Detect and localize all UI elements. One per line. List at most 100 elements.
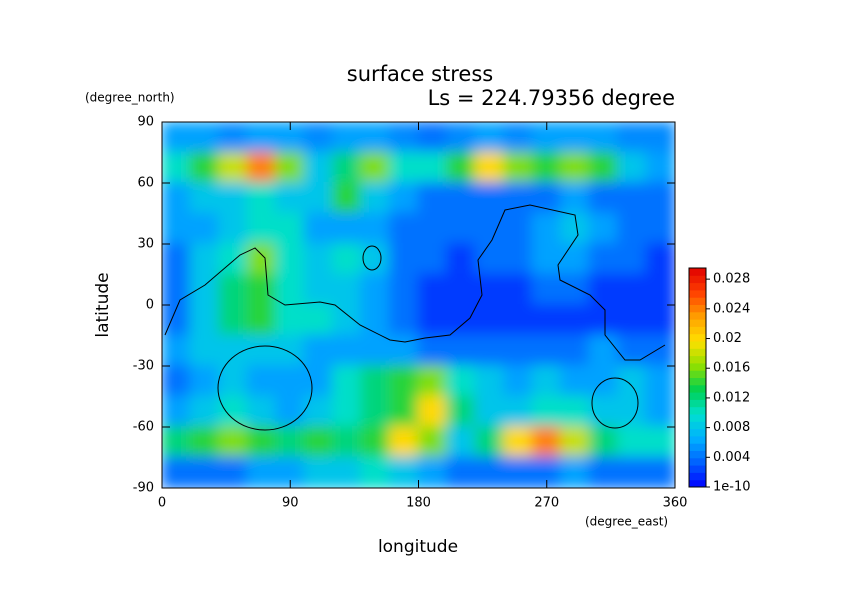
heat-cell [531, 395, 562, 428]
heat-cell [275, 273, 306, 306]
heat-cell [560, 151, 591, 184]
heat-cell [303, 122, 334, 154]
heat-cell [474, 456, 505, 488]
heat-cell [446, 395, 477, 428]
x-unit: (degree_east) [585, 515, 668, 529]
heat-cell [446, 456, 477, 488]
colorbar-swatch [689, 428, 706, 437]
heat-cell [275, 334, 306, 367]
y-tick-label: -60 [133, 420, 154, 435]
colorbar-swatch [689, 362, 706, 371]
colorbar-tick-label: 0.028 [713, 272, 750, 287]
x-tick-label: 360 [663, 496, 688, 511]
heat-cell [332, 304, 363, 337]
y-axis-label: latitude [93, 272, 113, 337]
heat-cell [560, 395, 591, 428]
contour [362, 245, 382, 271]
heat-cell [218, 151, 249, 184]
heat-cell [588, 334, 619, 367]
colorbar-tick-label: 0.016 [713, 361, 750, 376]
heat-cell [588, 456, 619, 488]
chart-title: surface stress [347, 62, 493, 86]
chart-subtitle: Ls = 224.79356 degree [428, 86, 675, 110]
heat-cell [389, 395, 420, 428]
heat-cell [189, 273, 220, 306]
colorbar-swatch [689, 348, 706, 357]
heat-cell [446, 243, 477, 276]
heat-cell [162, 426, 192, 459]
heat-cell [474, 365, 505, 398]
colorbar-swatch [689, 472, 706, 481]
colorbar-tick-label: 0.02 [713, 331, 742, 346]
heat-cell [332, 212, 363, 245]
heat-cell [189, 365, 220, 398]
heat-cell [218, 304, 249, 337]
heat-cell [189, 334, 220, 367]
heat-cell [417, 456, 448, 488]
heat-cell [617, 182, 648, 215]
heat-cell [246, 426, 277, 459]
colorbar-swatch [689, 333, 706, 342]
heat-cell [360, 395, 391, 428]
colorbar-swatch [689, 326, 706, 335]
heat-cell [588, 273, 619, 306]
colorbar-swatch [689, 465, 706, 473]
colorbar-swatch [689, 421, 706, 430]
contour [217, 345, 313, 431]
heat-cell [246, 365, 277, 398]
heat-cell [246, 456, 277, 488]
heat-cell [417, 426, 448, 459]
heat-cell [503, 365, 534, 398]
heat-cell [162, 334, 192, 367]
heat-cell [645, 122, 675, 154]
heat-cell [218, 456, 249, 488]
heat-cell [246, 304, 277, 337]
heat-cell [645, 182, 675, 215]
heat-cell [389, 243, 420, 276]
heat-cell [617, 273, 648, 306]
colorbar-swatch [689, 319, 706, 327]
heat-cell [417, 334, 448, 367]
heat-cell [275, 212, 306, 245]
heat-cell [531, 304, 562, 337]
heat-cell [189, 122, 220, 154]
colorbar-swatch [689, 392, 706, 400]
x-tick-label: 0 [158, 496, 166, 511]
heat-cell [645, 212, 675, 245]
heat-cell [560, 243, 591, 276]
heat-cell [417, 395, 448, 428]
heat-cell [303, 426, 334, 459]
y-tick-label: 0 [146, 298, 154, 313]
colorbar-swatch [689, 399, 706, 408]
heat-cell [531, 243, 562, 276]
heat-cell [332, 456, 363, 488]
heat-cell [162, 365, 192, 398]
heat-cell [303, 334, 334, 367]
y-tick-label: 30 [137, 237, 154, 252]
heat-cell [645, 395, 675, 428]
heat-cell [275, 304, 306, 337]
heat-cell [446, 334, 477, 367]
heat-cell [531, 334, 562, 367]
field [162, 122, 675, 488]
heat-cell [189, 151, 220, 184]
heat-cell [531, 365, 562, 398]
heat-cell [218, 365, 249, 398]
heat-cell [617, 334, 648, 367]
heat-cell [560, 426, 591, 459]
heat-cell [617, 365, 648, 398]
heat-cell [389, 212, 420, 245]
heat-cell [560, 365, 591, 398]
heat-cell [617, 426, 648, 459]
heat-cell [162, 456, 192, 488]
heat-cell [162, 273, 192, 306]
heat-cell [246, 243, 277, 276]
heat-cell [503, 426, 534, 459]
colorbar-tick-label: 0.008 [713, 420, 750, 435]
heat-cell [446, 182, 477, 215]
heat-cell [246, 182, 277, 215]
heat-cell [645, 273, 675, 306]
heat-cell [162, 212, 192, 245]
colorbar-swatch [689, 289, 706, 298]
colorbar-swatch [689, 370, 706, 378]
